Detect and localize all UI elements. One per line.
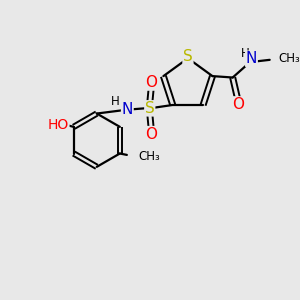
Text: O: O [232,97,244,112]
Text: S: S [145,101,154,116]
Text: O: O [145,75,157,90]
Text: CH₃: CH₃ [279,52,300,65]
Text: H: H [241,47,249,60]
Text: N: N [122,102,133,117]
Text: S: S [183,49,193,64]
Text: O: O [145,127,157,142]
Text: CH₃: CH₃ [138,150,160,163]
Text: H: H [111,95,120,108]
Text: N: N [246,51,257,66]
Text: HO: HO [48,118,69,132]
